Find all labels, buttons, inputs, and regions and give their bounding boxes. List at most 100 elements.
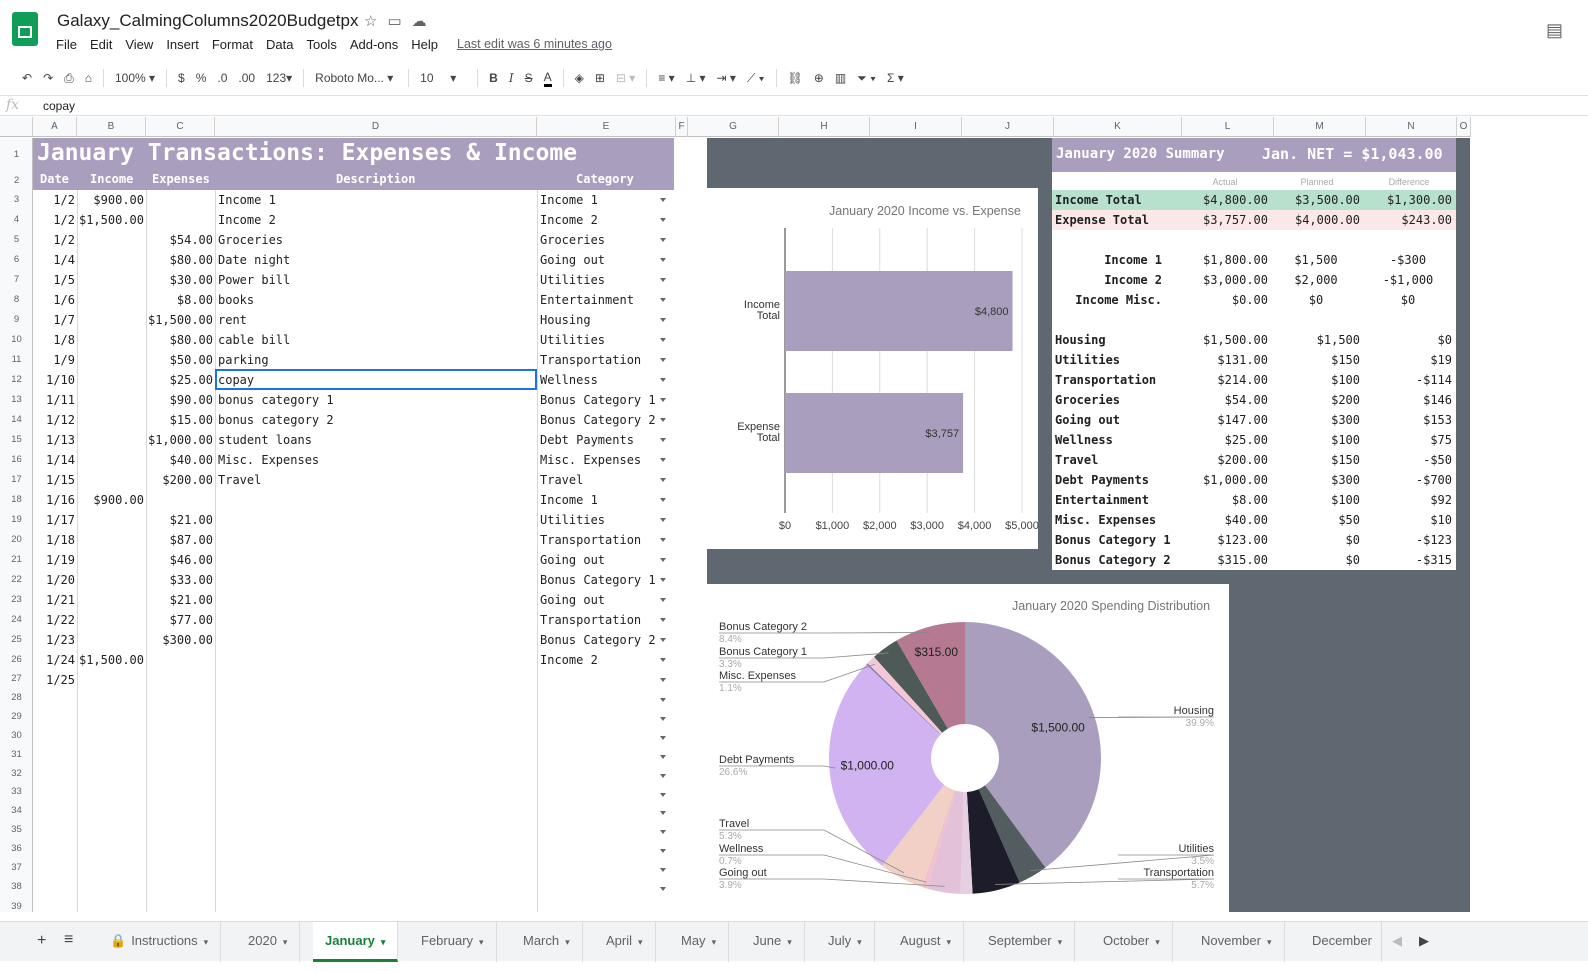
income-cell[interactable] <box>77 670 144 690</box>
expense-cell[interactable]: $50.00 <box>169 353 213 367</box>
income-cell[interactable] <box>77 230 144 250</box>
description-cell[interactable]: parking <box>218 353 269 367</box>
row-header-2[interactable]: 2 <box>13 175 20 186</box>
row-header-6[interactable]: 6 <box>13 254 20 265</box>
summary-difference[interactable]: $1,300.00 <box>1386 193 1452 207</box>
expense-cell[interactable]: $8.00 <box>176 293 213 307</box>
summary-difference[interactable]: -$123 <box>1415 533 1452 547</box>
tab-2020[interactable]: 2020 ▾ <box>236 922 301 962</box>
tab-august[interactable]: August ▾ <box>888 922 965 962</box>
row-header-9[interactable]: 9 <box>13 314 20 325</box>
category-dropdown-icon[interactable] <box>660 638 666 642</box>
expense-cell[interactable]: $1,000.00 <box>147 433 213 447</box>
column-header-J[interactable]: J <box>962 117 1054 137</box>
row-header-14[interactable]: 14 <box>11 414 22 425</box>
row-header-26[interactable]: 26 <box>11 654 22 665</box>
summary-difference[interactable]: -$114 <box>1415 373 1452 387</box>
summary-actual[interactable]: $3,000.00 <box>1202 273 1268 287</box>
category-cell[interactable]: Going out <box>540 253 606 267</box>
category-cell[interactable]: Going out <box>540 593 606 607</box>
row-header-29[interactable]: 29 <box>11 710 22 722</box>
functions-icon[interactable]: Σ ▾ <box>886 71 904 85</box>
column-header-A[interactable]: A <box>33 117 77 137</box>
summary-actual[interactable]: $8.00 <box>1231 493 1268 507</box>
category-dropdown-icon[interactable] <box>660 338 666 342</box>
summary-planned[interactable]: $100 <box>1331 493 1360 507</box>
summary-difference[interactable]: -$1,000 <box>1382 273 1434 287</box>
category-dropdown-icon[interactable] <box>660 849 666 854</box>
income-cell[interactable] <box>77 570 144 590</box>
category-cell[interactable]: Utilities <box>540 333 606 347</box>
document-title[interactable]: Galaxy_CalmingColumns2020Budgetpx <box>57 11 359 30</box>
column-header-C[interactable]: C <box>146 117 215 137</box>
income-cell[interactable] <box>77 250 144 270</box>
summary-actual[interactable]: $4,800.00 <box>1202 193 1268 207</box>
category-cell[interactable]: Income 1 <box>540 493 598 507</box>
income-cell[interactable] <box>77 270 144 290</box>
text-wrap-icon[interactable]: ⇥ ▾ <box>716 71 736 85</box>
summary-planned[interactable]: $150 <box>1331 453 1360 467</box>
scroll-left-icon[interactable]: ◀ <box>1392 933 1402 948</box>
row-header-27[interactable]: 27 <box>11 673 22 684</box>
tab-menu-icon[interactable]: ▾ <box>565 937 570 947</box>
expense-cell[interactable]: $40.00 <box>169 453 213 467</box>
summary-planned[interactable]: $100 <box>1331 433 1360 447</box>
category-dropdown-icon[interactable] <box>660 658 666 662</box>
date-cell[interactable]: 1/10 <box>46 373 75 387</box>
expense-cell[interactable]: $300.00 <box>162 633 213 647</box>
description-cell[interactable]: books <box>218 293 255 307</box>
row-header-33[interactable]: 33 <box>11 786 22 798</box>
date-cell[interactable]: 1/25 <box>46 673 75 687</box>
date-cell[interactable]: 1/8 <box>53 333 75 347</box>
expense-cell[interactable]: $33.00 <box>169 573 213 587</box>
column-header-N[interactable]: N <box>1366 117 1457 137</box>
redo-icon[interactable]: ↷ <box>43 71 54 85</box>
zoom-select[interactable]: 100% ▾ <box>114 71 156 85</box>
category-cell[interactable]: Bonus Category 2 <box>540 413 656 427</box>
row-header-38[interactable]: 38 <box>11 880 22 892</box>
category-dropdown-icon[interactable] <box>660 698 666 702</box>
date-cell[interactable]: 1/16 <box>46 493 75 507</box>
date-cell[interactable]: 1/2 <box>53 193 75 207</box>
date-cell[interactable]: 1/11 <box>46 393 75 407</box>
column-header-L[interactable]: L <box>1182 117 1274 137</box>
chart-icon[interactable]: ▥ <box>834 71 847 85</box>
row-header-16[interactable]: 16 <box>11 454 22 465</box>
tab-instructions[interactable]: 🔒 Instructions ▾ <box>98 922 222 962</box>
category-cell[interactable]: Income 2 <box>540 653 598 667</box>
text-color-button[interactable]: A <box>543 70 552 87</box>
summary-planned[interactable]: $4,000.00 <box>1294 213 1360 227</box>
date-cell[interactable]: 1/19 <box>46 553 75 567</box>
summary-label[interactable]: Income 1 <box>1104 253 1162 267</box>
income-cell[interactable] <box>77 430 144 450</box>
category-cell[interactable]: Wellness <box>540 373 598 387</box>
category-dropdown-icon[interactable] <box>660 558 666 562</box>
expense-cell[interactable]: $25.00 <box>169 373 213 387</box>
link-icon[interactable]: ⛓ <box>787 71 803 85</box>
add-sheet-button[interactable]: + <box>37 932 47 949</box>
category-dropdown-icon[interactable] <box>660 258 666 262</box>
menu-data[interactable]: Data <box>266 37 294 52</box>
expense-cell[interactable]: $54.00 <box>169 233 213 247</box>
income-cell[interactable] <box>77 630 144 650</box>
column-header-M[interactable]: M <box>1274 117 1366 137</box>
expense-cell[interactable]: $80.00 <box>169 333 213 347</box>
column-header-H[interactable]: H <box>779 117 870 137</box>
summary-label[interactable]: Entertainment <box>1055 493 1149 507</box>
row-header-10[interactable]: 10 <box>11 334 22 345</box>
merge-cells-icon[interactable]: ⊟ ▾ <box>615 71 636 85</box>
category-dropdown-icon[interactable] <box>660 478 666 482</box>
more-formats-button[interactable]: 123▾ <box>266 71 293 85</box>
income-cell[interactable] <box>77 410 144 430</box>
menu-file[interactable]: File <box>56 37 77 52</box>
tab-menu-icon[interactable]: ▾ <box>1266 937 1272 947</box>
category-dropdown-icon[interactable] <box>660 678 666 682</box>
fill-color-icon[interactable]: ◈ <box>574 71 584 85</box>
row-header-36[interactable]: 36 <box>11 843 22 855</box>
income-cell[interactable]: $1,500.00 <box>78 653 144 667</box>
summary-actual[interactable]: $54.00 <box>1224 393 1268 407</box>
expense-cell[interactable] <box>146 650 213 670</box>
row-header-7[interactable]: 7 <box>13 274 20 285</box>
row-header-8[interactable]: 8 <box>13 294 20 305</box>
comments-icon[interactable]: ▤ <box>1546 20 1564 40</box>
